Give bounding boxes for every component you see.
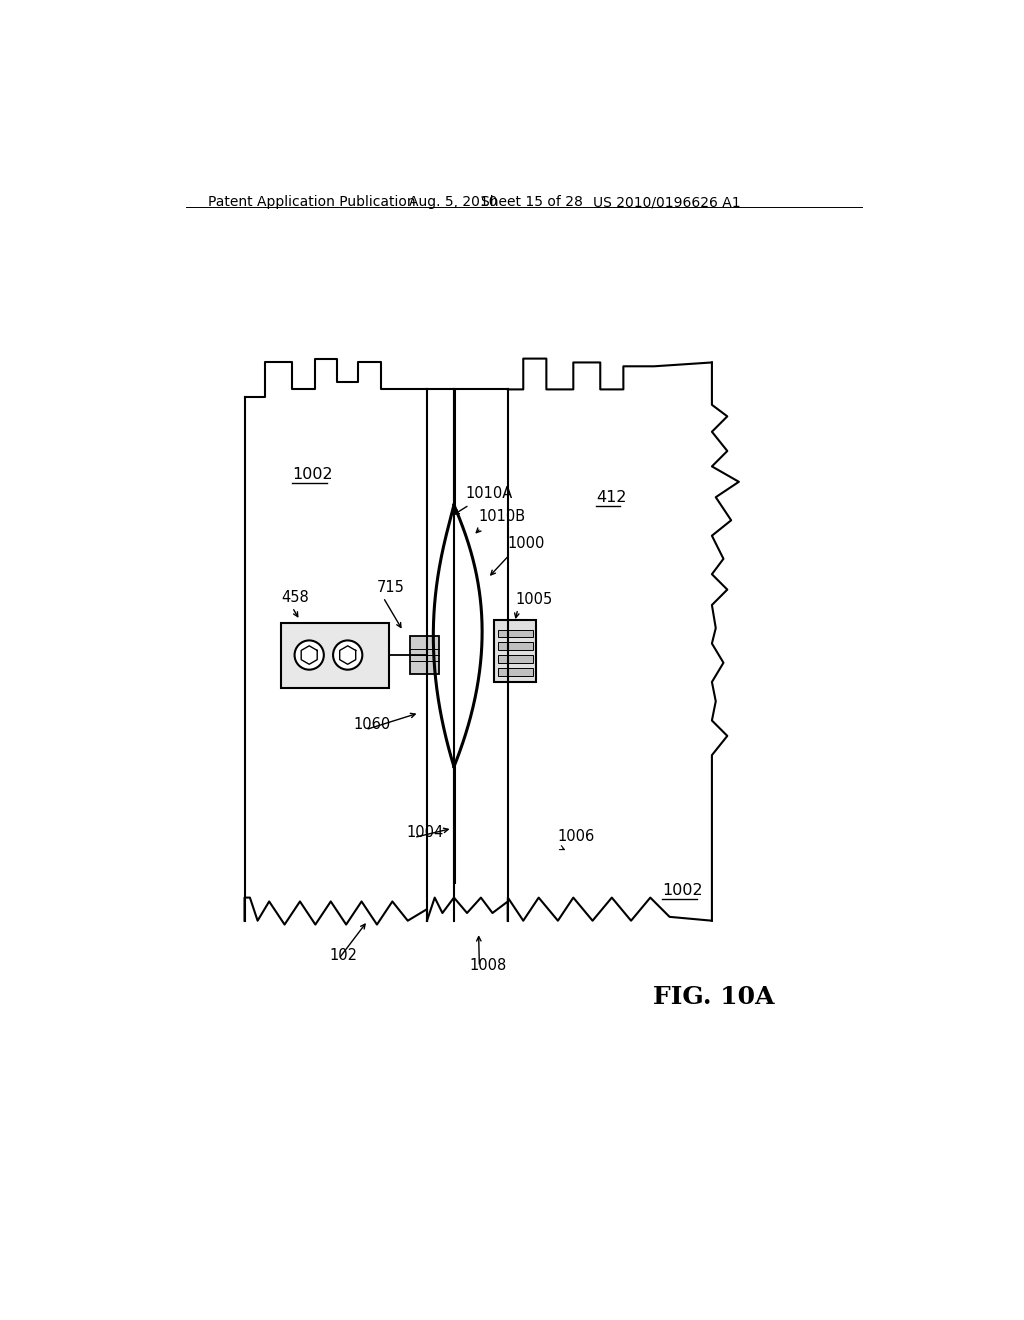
- Text: FIG. 10A: FIG. 10A: [652, 985, 774, 1010]
- Bar: [498, 642, 532, 649]
- Bar: [498, 655, 532, 663]
- Text: Sheet 15 of 28: Sheet 15 of 28: [481, 195, 583, 210]
- Text: 1002: 1002: [662, 883, 702, 898]
- Text: 412: 412: [596, 490, 627, 506]
- Text: 1000: 1000: [508, 536, 545, 552]
- Bar: [498, 630, 532, 638]
- Bar: [410, 636, 427, 675]
- Bar: [494, 620, 537, 682]
- Text: 1005: 1005: [515, 591, 553, 607]
- Bar: [281, 623, 388, 688]
- Bar: [498, 668, 532, 676]
- Circle shape: [295, 640, 324, 669]
- Bar: [427, 636, 438, 675]
- Text: 1010B: 1010B: [478, 510, 525, 524]
- Text: 102: 102: [330, 948, 357, 964]
- Text: Aug. 5, 2010: Aug. 5, 2010: [410, 195, 498, 210]
- Text: 1008: 1008: [469, 958, 507, 973]
- Text: US 2010/0196626 A1: US 2010/0196626 A1: [593, 195, 740, 210]
- Text: 1004: 1004: [407, 825, 443, 840]
- Text: 1060: 1060: [354, 717, 391, 733]
- Text: 458: 458: [282, 590, 309, 605]
- Text: 1006: 1006: [558, 829, 595, 843]
- Text: Patent Application Publication: Patent Application Publication: [208, 195, 415, 210]
- Text: 1002: 1002: [292, 467, 333, 482]
- Text: 715: 715: [377, 579, 404, 595]
- Text: 1010A: 1010A: [466, 486, 513, 502]
- Circle shape: [333, 640, 362, 669]
